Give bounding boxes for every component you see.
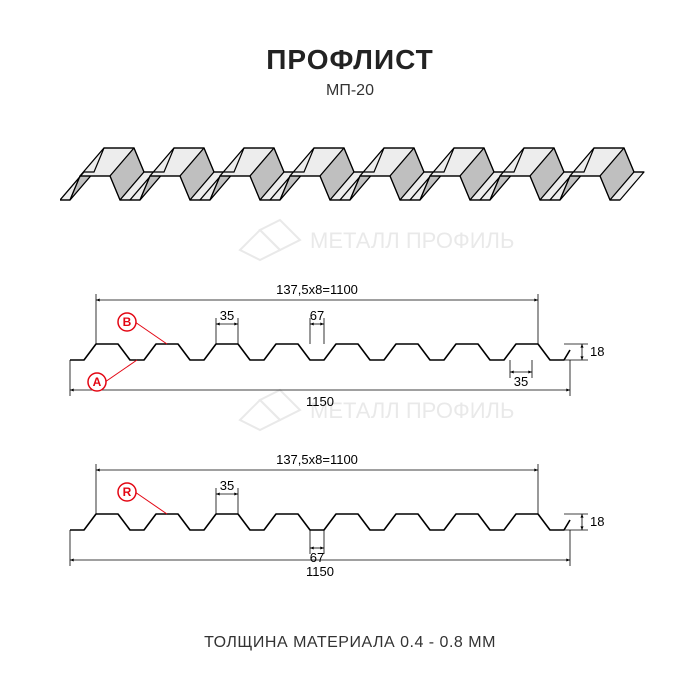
dimension-label: 18: [590, 344, 604, 359]
page: ПРОФЛИСТ МП-20 МЕТАЛЛ ПРОФИЛЬ МЕТАЛЛ ПРО…: [0, 0, 700, 700]
perspective-view: [60, 140, 660, 225]
dimension-label: 137,5х8=1100: [276, 282, 358, 297]
dimension-label: 1150: [306, 394, 334, 409]
dimension-label: 67: [310, 550, 324, 565]
dimension-label: 35: [514, 374, 528, 389]
page-title: ПРОФЛИСТ: [0, 44, 700, 76]
dimension-label: 18: [590, 514, 604, 529]
marker-label: A: [93, 375, 102, 389]
material-thickness-note: ТОЛЩИНА МАТЕРИАЛА 0.4 - 0.8 ММ: [0, 634, 700, 652]
dimension-label: 1150: [306, 564, 334, 579]
marker-label: B: [123, 315, 132, 329]
dimension-label: 35: [220, 478, 234, 493]
dimension-label: 67: [310, 308, 324, 323]
dimension-label: 35: [220, 308, 234, 323]
page-subtitle: МП-20: [0, 82, 700, 100]
section-view-2: 137,5х8=1100 35 671150 18 R: [50, 440, 670, 595]
marker-label: R: [123, 485, 132, 499]
watermark-text: МЕТАЛЛ ПРОФИЛЬ: [310, 228, 514, 253]
section-view-1: 137,5х8=1100 35 67 1150 18 35 B A: [50, 270, 670, 425]
dimension-label: 137,5х8=1100: [276, 452, 358, 467]
